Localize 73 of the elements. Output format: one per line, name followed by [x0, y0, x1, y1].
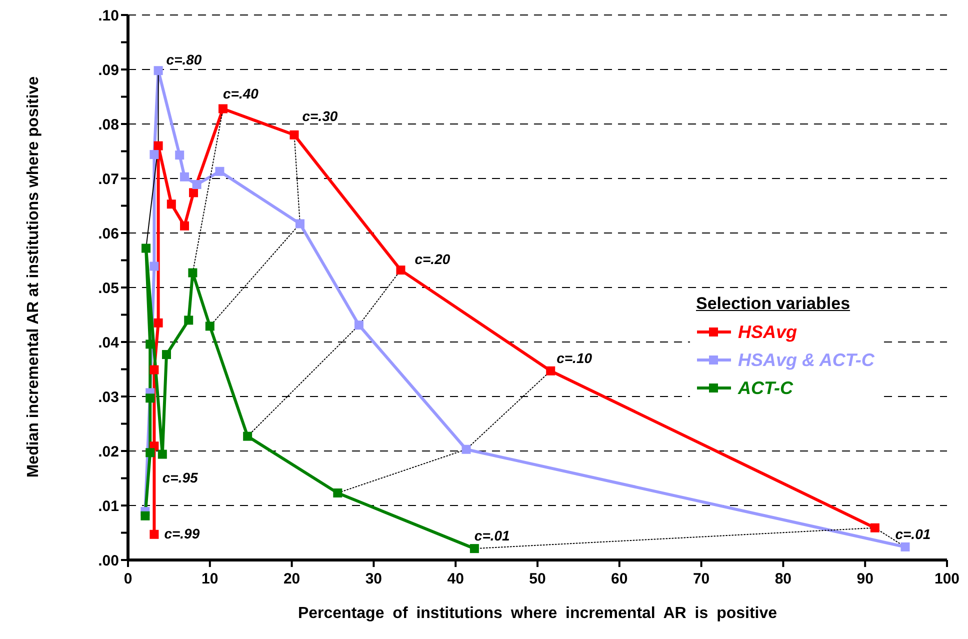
point: [205, 322, 214, 331]
annotation: c=.20: [414, 251, 450, 268]
point: [396, 266, 406, 275]
legend-label: HSAvg & ACT-C: [738, 350, 874, 370]
point: [192, 180, 202, 189]
y-tick-label: .03: [98, 388, 119, 406]
x-tick-label: 20: [283, 570, 300, 588]
y-axis-title: Median incremental AR at institutions where positive: [24, 74, 43, 480]
point: [188, 268, 198, 278]
x-tick-label: 30: [365, 570, 382, 588]
point: [333, 488, 342, 498]
point: [158, 450, 167, 459]
point: [154, 318, 163, 328]
y-tick-label: .04: [98, 334, 120, 352]
point: [218, 104, 228, 114]
point: [150, 150, 159, 160]
point: [184, 316, 194, 325]
annotation: c=.40: [223, 86, 259, 102]
x-tick-label: 40: [447, 570, 464, 588]
legend-label: HSAvg: [738, 322, 798, 342]
point: [142, 244, 151, 253]
point: [150, 365, 159, 374]
annotation: c=.30: [302, 108, 338, 124]
point: [140, 511, 150, 520]
point: [150, 262, 159, 271]
point: [154, 141, 163, 150]
point: [900, 542, 910, 552]
y-tick-label: .01: [98, 498, 119, 515]
y-tick-label: .08: [98, 116, 119, 134]
annotation: c=.95: [162, 469, 198, 486]
y-tick-label: .06: [98, 225, 119, 242]
annotation: c=.01: [474, 528, 510, 544]
x-tick-label: 50: [529, 570, 546, 588]
point: [243, 432, 252, 441]
x-axis-title: Percentage of institutions where incremental AR is positive: [296, 605, 778, 623]
point: [146, 448, 155, 458]
y-tick-label: .05: [98, 280, 119, 297]
point: [189, 188, 198, 198]
x-tick-label: 100: [934, 570, 960, 588]
point: [146, 394, 155, 403]
point: [295, 219, 304, 228]
point: [354, 320, 364, 330]
legend-label: ACT-C: [738, 378, 793, 398]
point: [154, 66, 163, 76]
point: [175, 150, 184, 160]
x-tick-label: 60: [611, 570, 628, 588]
point: [546, 366, 556, 376]
point: [150, 530, 159, 539]
point: [146, 340, 155, 349]
x-tick-label: 10: [202, 570, 218, 588]
point: [215, 166, 224, 176]
annotation: c=.01: [895, 526, 931, 542]
point: [162, 350, 171, 360]
point: [180, 221, 190, 230]
y-tick-label: .00: [98, 552, 119, 570]
y-tick-label: .10: [98, 7, 119, 24]
x-tick-label: 90: [856, 570, 874, 588]
point: [470, 544, 479, 554]
y-tick-label: .02: [98, 443, 119, 460]
point: [180, 172, 190, 182]
point: [462, 444, 471, 454]
x-tick-label: 0: [124, 570, 132, 588]
y-tick-label: .07: [98, 170, 119, 188]
point: [870, 523, 880, 532]
annotation: c=.10: [556, 350, 592, 366]
y-tick-label: .09: [98, 62, 119, 79]
point: [290, 130, 299, 140]
legend-title: Selection variables: [696, 294, 852, 314]
x-tick-label: 80: [774, 570, 792, 588]
point: [166, 200, 176, 209]
x-tick-label: 70: [692, 570, 710, 588]
annotation: c=.99: [164, 525, 200, 542]
annotation: c=.80: [166, 52, 202, 68]
